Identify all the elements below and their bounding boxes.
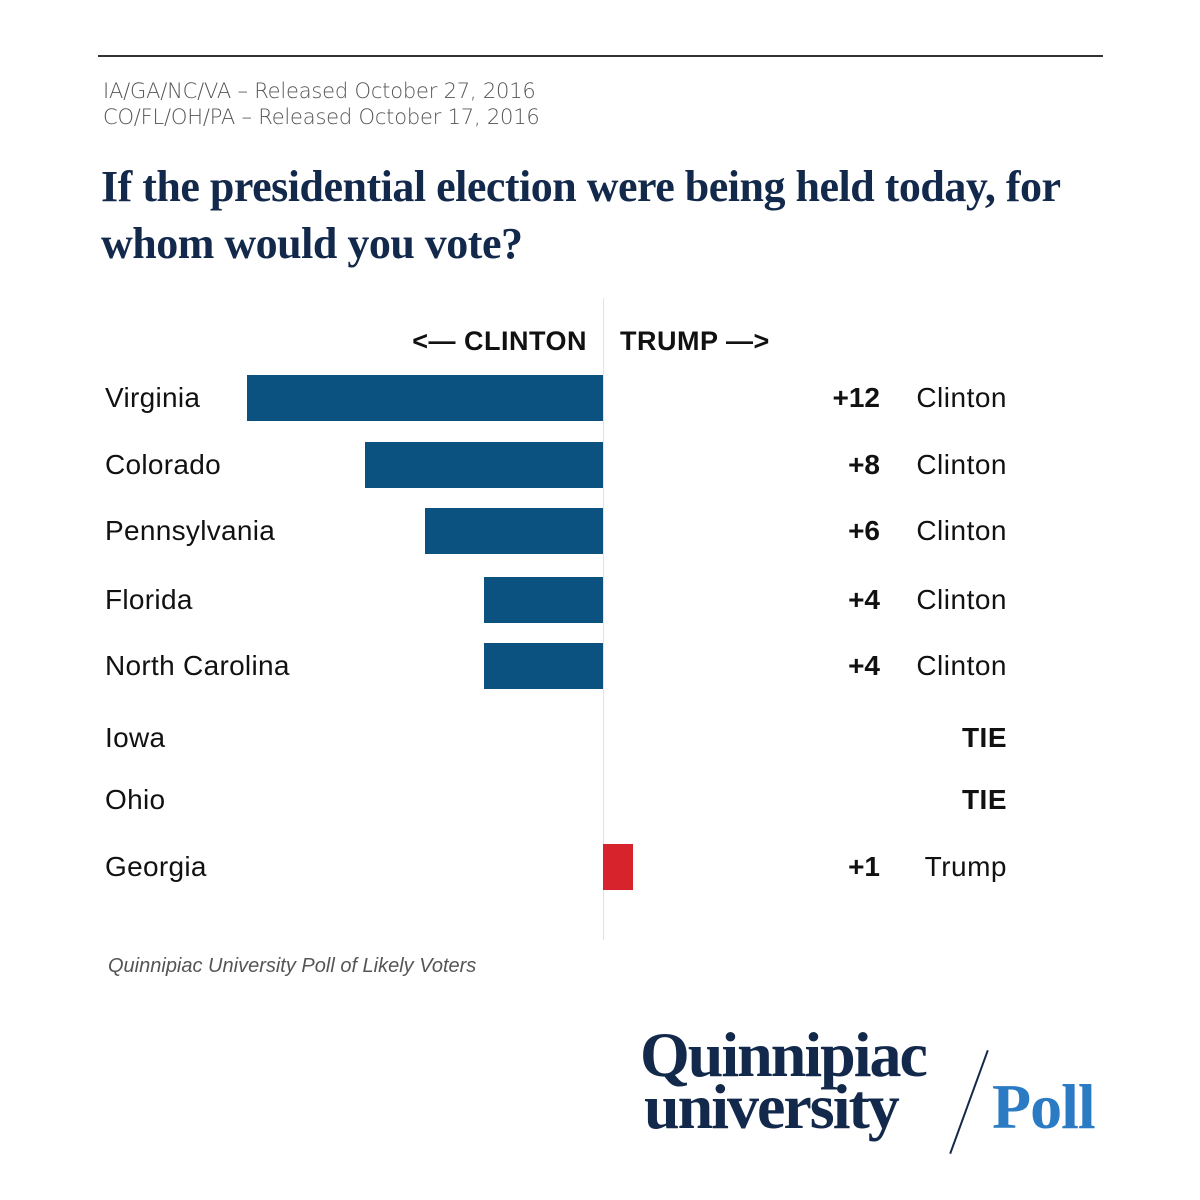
- logo-line-2: university: [644, 1071, 900, 1142]
- top-rule: [98, 55, 1103, 57]
- chart-title: If the presidential election were being …: [101, 162, 1060, 268]
- trump-header: TRUMP —>: [620, 326, 770, 356]
- zero-axis: [603, 298, 604, 940]
- clinton-bar: [365, 442, 603, 488]
- state-label: Iowa: [105, 722, 166, 753]
- state-label: Georgia: [105, 851, 207, 882]
- winner-label: Clinton: [916, 382, 1007, 413]
- trump-bar: [603, 844, 633, 890]
- state-label: Florida: [105, 584, 193, 615]
- clinton-bar: [424, 508, 603, 554]
- subtitle-line-1: IA/GA/NC/VA – Released October 27, 2016: [103, 79, 536, 103]
- margin-label: +4: [848, 584, 880, 615]
- margin-label: +6: [848, 515, 880, 546]
- winner-label: Clinton: [916, 650, 1007, 681]
- state-label: Virginia: [105, 382, 201, 413]
- winner-label: TIE: [961, 784, 1007, 815]
- state-label: Colorado: [105, 449, 222, 480]
- margin-label: +12: [832, 382, 881, 413]
- logo-line-1: Quinnipiac: [640, 1019, 928, 1090]
- subtitle-line-2: CO/FL/OH/PA – Released October 17, 2016: [103, 105, 540, 129]
- source-note: Quinnipiac University Poll of Likely Vot…: [108, 955, 477, 977]
- state-label: North Carolina: [105, 650, 290, 681]
- clinton-header: <— CLINTON: [412, 326, 587, 356]
- winner-label: Trump: [924, 851, 1007, 882]
- margin-label: +4: [848, 650, 880, 681]
- clinton-bar: [246, 375, 603, 421]
- winner-label: Clinton: [916, 449, 1007, 480]
- logo-slash: [949, 1049, 989, 1155]
- clinton-bar: [484, 643, 603, 689]
- logo-poll: Poll: [992, 1071, 1096, 1142]
- margin-label: +1: [848, 851, 880, 882]
- winner-label: Clinton: [916, 515, 1007, 546]
- clinton-bar: [484, 577, 603, 623]
- margin-label: +8: [848, 449, 880, 480]
- state-label: Ohio: [105, 784, 166, 815]
- winner-label: Clinton: [916, 584, 1007, 615]
- winner-label: TIE: [961, 722, 1007, 753]
- state-label: Pennsylvania: [105, 515, 276, 546]
